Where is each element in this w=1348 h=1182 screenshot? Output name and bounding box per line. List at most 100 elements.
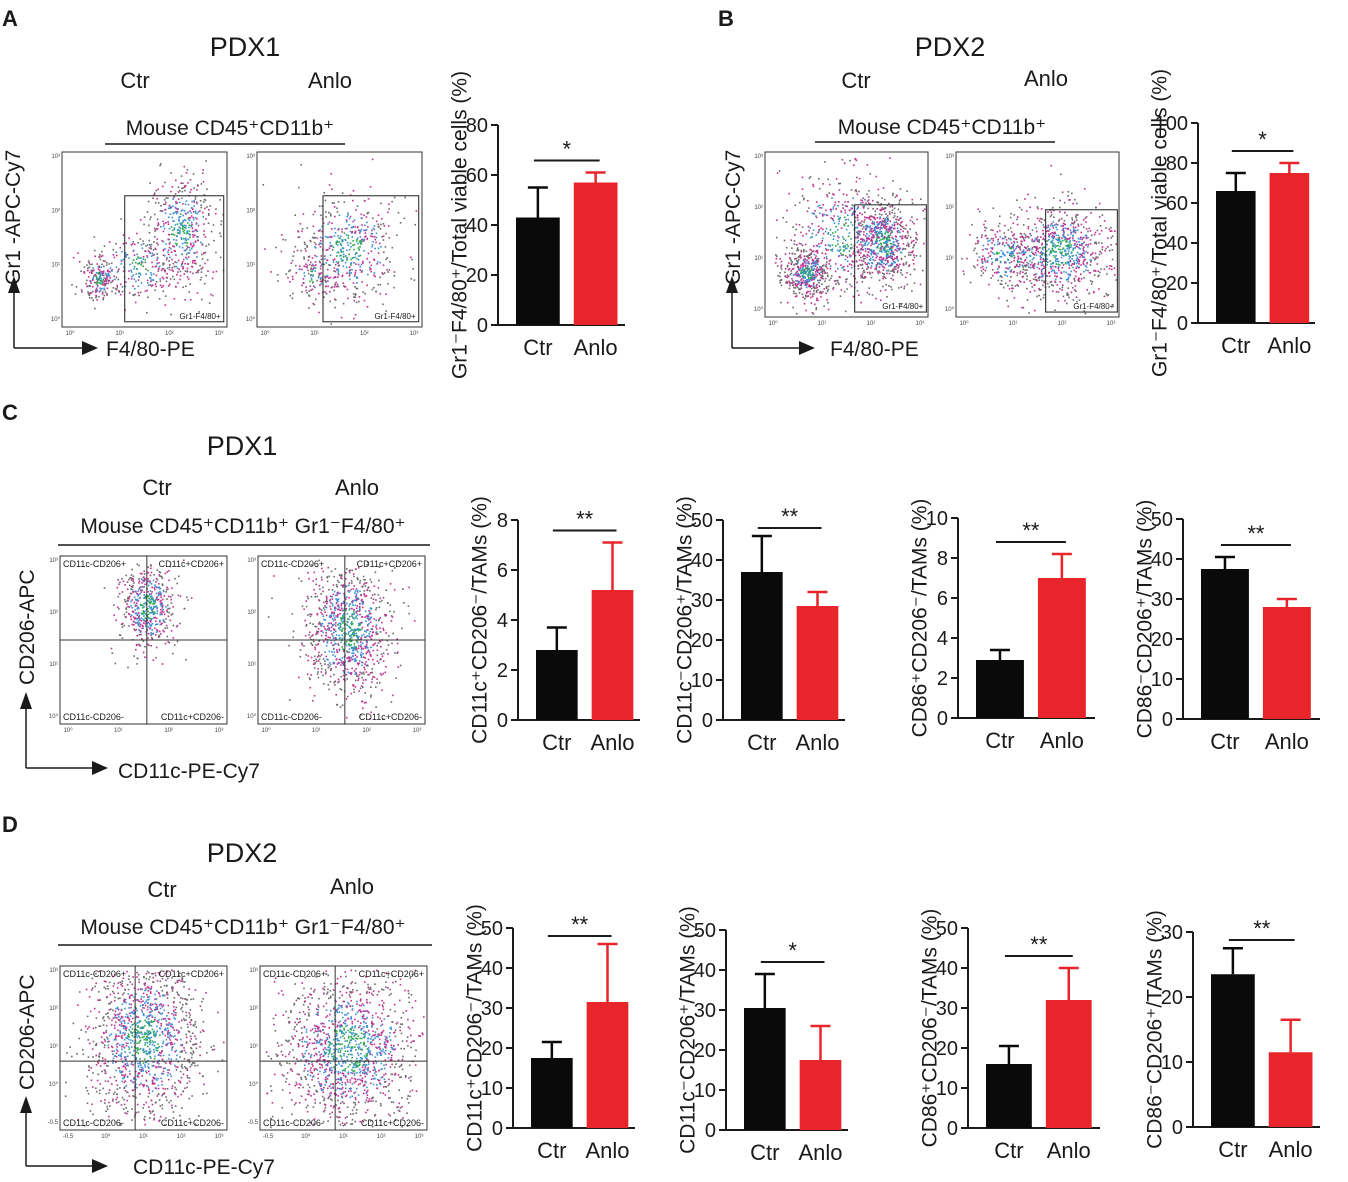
flow-B-ctr-event (838, 220, 840, 222)
flow-B-ctr-event (861, 267, 864, 270)
flow-B-ctr-event (855, 159, 858, 162)
flow-B-ctr-event (841, 254, 843, 256)
flow-B-ctr-event (789, 284, 791, 287)
flow-B-ctr-event (827, 244, 830, 246)
flow-C-ctr-event (149, 581, 151, 584)
flow-B-ctr-event (915, 255, 918, 257)
flow-B-anlo-event (1058, 240, 1061, 242)
flow-A-anlo-event (351, 230, 354, 233)
flow-C-ctr-event (166, 588, 168, 591)
flow-A-anlo-event (327, 236, 330, 239)
flow-A-ctr-event (184, 262, 186, 265)
flow-C-ctr-event (131, 606, 134, 609)
flow-A-ctr-event (168, 260, 170, 262)
flow-B-anlo-event (1003, 254, 1006, 256)
flow-A-ctr-x-tick-label-0: 10⁰ (65, 330, 75, 337)
flow-B-anlo-event (1042, 296, 1045, 299)
flow-B-anlo-event (1033, 267, 1035, 270)
flow-B-anlo-event (1110, 230, 1113, 232)
flow-A-anlo-event (336, 241, 339, 243)
flow-B-ctr-event (788, 287, 791, 290)
flow-A-ctr-event (115, 251, 118, 253)
flow-B-anlo-event (1010, 247, 1012, 250)
flow-B-ctr-event (866, 244, 869, 246)
flow-A-ctr-event (173, 212, 176, 214)
flow-C-anlo-event (369, 612, 371, 615)
flow-A-ctr-event (182, 225, 184, 227)
flow-B-anlo-event (1095, 206, 1097, 209)
flow-A-anlo-event (339, 243, 342, 246)
flow-B-anlo-event (1061, 267, 1064, 269)
flow-B-anlo-event (1041, 244, 1043, 246)
flow-B-ctr-event (820, 267, 823, 270)
flow-A-ctr-event (83, 271, 85, 273)
flow-A-ctr-event (91, 297, 93, 299)
flow-B-anlo-event (1008, 262, 1011, 264)
flow-B-ctr-event (868, 287, 870, 289)
flow-B-anlo-event (1013, 240, 1015, 243)
flow-B-ctr-event (879, 246, 882, 249)
flow-B-ctr-event (873, 243, 875, 245)
flow-C-ctr-event (146, 595, 149, 597)
flow-A-anlo-event (341, 192, 344, 194)
flow-B-ctr-event (852, 275, 855, 277)
flow-A-anlo-event (353, 296, 355, 298)
flow-B-ctr-event (898, 200, 901, 202)
flow-B-anlo-event (976, 242, 979, 245)
flow-B-ctr-event (875, 242, 878, 244)
flow-B-ctr-event (904, 228, 907, 230)
flow-A-ctr-event (200, 204, 202, 206)
flow-A-ctr-event (189, 233, 191, 236)
flow-B-ctr-event (805, 282, 807, 285)
flow-C-ctr-event (151, 586, 153, 589)
flow-A-anlo-event (341, 275, 344, 278)
flow-C-anlo-event (317, 660, 320, 662)
flow-B-ctr-event (825, 227, 828, 230)
flow-A-ctr-event (101, 255, 104, 257)
flow-B-ctr-event (850, 285, 853, 288)
flow-B-anlo-event (1040, 288, 1042, 291)
flow-A-anlo-event (307, 256, 310, 258)
flow-B-anlo-event (1078, 253, 1081, 255)
flow-C-ctr-event (139, 603, 142, 606)
flow-B-anlo-event (1012, 247, 1015, 249)
flow-A-anlo-event (329, 300, 331, 303)
flow-C-ctr-event (166, 586, 168, 589)
flow-B-ctr-event (908, 254, 910, 256)
flow-B-ctr-event (800, 231, 802, 234)
flow-A-anlo-event (319, 236, 322, 239)
flow-B-anlo-x-tick-label-3: 10³ (1107, 321, 1116, 327)
flow-A-anlo-event (349, 194, 352, 196)
flow-B-ctr-event (900, 286, 903, 288)
flow-B-anlo-event (1068, 238, 1070, 240)
flow-B-ctr-event (847, 265, 849, 267)
flow-A-anlo-event (397, 212, 400, 214)
flow-C-anlo-event (350, 673, 352, 675)
flow-B-anlo-event (1052, 245, 1055, 248)
flow-B-anlo-event (1024, 251, 1027, 253)
flow-A-anlo-event (354, 253, 357, 256)
flow-B-ctr-event (857, 219, 859, 221)
flow-A-ctr-event (196, 201, 198, 204)
flow-A-ctr-event (147, 269, 149, 272)
flow-B-ctr-event (892, 241, 895, 243)
panel-c-group-anlo: Anlo (335, 475, 379, 500)
flow-B-ctr-event (802, 265, 804, 268)
flow-A-ctr-event (87, 267, 89, 270)
flow-A-anlo-event (301, 284, 303, 287)
flow-A-anlo-event (359, 269, 361, 271)
flow-C-ctr-event (150, 645, 152, 647)
flow-B-ctr-event (798, 255, 801, 257)
flow-C-ctr-event (130, 585, 133, 588)
flow-B-ctr-event (904, 235, 906, 238)
flow-B-ctr-event (819, 207, 821, 209)
flow-B-anlo-event (994, 271, 996, 274)
flow-B-ctr-event (874, 242, 877, 244)
flow-B-ctr-event (896, 256, 898, 258)
flow-C-anlo-event (307, 659, 309, 662)
flow-A-ctr-event (196, 251, 198, 254)
flow-B-ctr-event (883, 237, 886, 240)
flow-B-ctr-event (861, 281, 864, 283)
flow-B-anlo-event (1067, 276, 1070, 279)
flow-B-anlo-event (962, 270, 965, 273)
